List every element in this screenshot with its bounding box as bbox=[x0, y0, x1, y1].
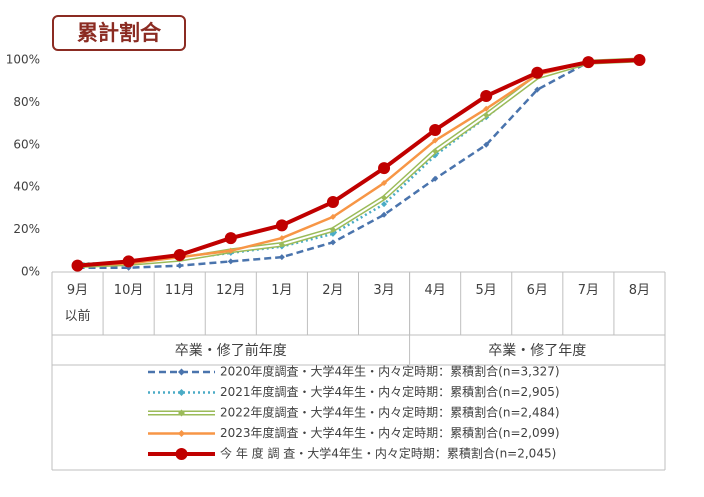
x-tick-label: 9月 以前 bbox=[64, 283, 91, 324]
point bbox=[378, 162, 391, 175]
point bbox=[381, 179, 388, 186]
x-tick-label: 11月 bbox=[164, 283, 195, 298]
x-group-label: 卒業・修了前年度 bbox=[174, 343, 287, 359]
x-tick-label: 6月 bbox=[526, 283, 548, 298]
chart-title: 累計割合 bbox=[52, 15, 186, 51]
point bbox=[326, 196, 339, 209]
point bbox=[432, 175, 439, 182]
x-tick-label: 8月 bbox=[628, 283, 651, 298]
point bbox=[381, 201, 388, 208]
legend-label: 今 年 度 調 査・大学4年生・内々定時期：累積割合(n=2,045) bbox=[220, 446, 556, 461]
series-line bbox=[77, 58, 640, 268]
x-tick-label: 4月 bbox=[424, 283, 446, 298]
legend-marker bbox=[178, 409, 185, 417]
legend-label: 2023年度調査・大学4年生・内々定時期：累積割合(n=2,099) bbox=[220, 425, 560, 440]
series-line bbox=[77, 58, 640, 267]
series-line bbox=[77, 58, 640, 270]
point bbox=[278, 235, 285, 242]
legend-marker bbox=[178, 368, 185, 376]
x-tick-label: 10月 bbox=[113, 283, 144, 298]
y-tick-label: 0% bbox=[21, 265, 40, 279]
point bbox=[176, 262, 183, 269]
legend-marker bbox=[178, 389, 185, 396]
point bbox=[633, 54, 646, 66]
x-group-label: 卒業・修了年度 bbox=[488, 343, 587, 359]
point bbox=[122, 255, 135, 268]
point bbox=[71, 259, 84, 272]
point bbox=[534, 86, 541, 93]
x-tick-label: 12月 bbox=[215, 283, 246, 298]
point bbox=[429, 123, 442, 136]
point bbox=[483, 112, 490, 119]
y-tick-label: 60% bbox=[13, 137, 40, 151]
x-tick-label: 2月 bbox=[322, 283, 344, 298]
legend-label: 2020年度調査・大学4年生・内々定時期：累積割合(n=3,327) bbox=[220, 364, 560, 379]
point bbox=[227, 247, 234, 254]
point bbox=[278, 241, 285, 248]
legend-marker bbox=[175, 448, 188, 460]
point bbox=[381, 211, 388, 218]
point bbox=[483, 105, 490, 112]
series-line bbox=[77, 57, 640, 269]
legend-label: 2022年度調査・大学4年生・内々定時期：累積割合(n=2,484) bbox=[220, 405, 560, 420]
point bbox=[224, 232, 237, 245]
point bbox=[531, 66, 544, 79]
point bbox=[173, 249, 186, 262]
point bbox=[480, 90, 493, 103]
point bbox=[329, 239, 336, 246]
point bbox=[381, 194, 388, 201]
point bbox=[582, 56, 595, 69]
legend-label: 2021年度調査・大学4年生・内々定時期：累積割合(n=2,905) bbox=[220, 384, 560, 399]
x-tick-label: 3月 bbox=[373, 283, 395, 298]
point bbox=[275, 219, 288, 232]
x-tick-label: 7月 bbox=[577, 283, 599, 298]
point bbox=[329, 213, 336, 220]
y-tick-label: 80% bbox=[13, 95, 40, 109]
x-tick-label: 1月 bbox=[271, 283, 293, 298]
series-line-inner bbox=[77, 59, 640, 267]
y-tick-label: 40% bbox=[13, 180, 40, 194]
point bbox=[227, 258, 234, 265]
series-line bbox=[77, 58, 640, 265]
point bbox=[432, 137, 439, 144]
point bbox=[483, 141, 490, 148]
point bbox=[278, 254, 285, 261]
y-tick-label: 100% bbox=[6, 53, 40, 67]
y-tick-label: 20% bbox=[13, 222, 40, 236]
legend-marker bbox=[178, 430, 185, 437]
point bbox=[329, 226, 336, 233]
x-tick-label: 5月 bbox=[475, 283, 497, 298]
point bbox=[432, 148, 439, 155]
